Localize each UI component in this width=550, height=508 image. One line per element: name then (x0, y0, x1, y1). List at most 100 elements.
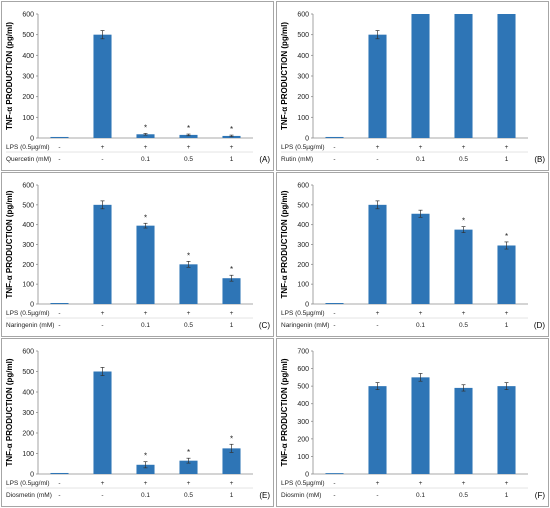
y-tick-label: 400 (297, 222, 309, 229)
lps-row-value: - (333, 310, 335, 317)
panel-label: (C) (259, 321, 270, 330)
bar (411, 14, 430, 138)
lps-row-value: + (187, 310, 191, 317)
lps-row-value: + (187, 480, 191, 487)
y-tick-label: 200 (22, 94, 34, 101)
lps-row-value: + (187, 144, 191, 151)
chart-svg: TNF-α PRODUCTION (pg/ml) 0 100 200 300 400 500… (280, 183, 545, 331)
lps-row-value: - (333, 480, 335, 487)
treatment-row-value: 0.1 (416, 156, 425, 163)
treatment-row-value: - (333, 322, 335, 329)
y-tick-label: 300 (22, 74, 34, 81)
treatment-row-value: 0.1 (416, 322, 425, 329)
treatment-row-value: 0.5 (184, 322, 193, 329)
treatment-row-value: 0.1 (141, 492, 150, 499)
lps-row-value: + (419, 310, 423, 317)
y-axis-title: TNF-α PRODUCTION (pg/ml) (5, 22, 14, 130)
lps-row-value: + (101, 144, 105, 151)
significance-star: * (230, 434, 233, 443)
lps-row-value: + (462, 480, 466, 487)
significance-star: * (230, 125, 233, 134)
lps-row-value: + (505, 144, 509, 151)
treatment-row-value: - (376, 492, 378, 499)
y-tick-label: 100 (297, 115, 309, 122)
bar (497, 386, 516, 474)
panel-e: TNF-α PRODUCTION (pg/ml) 0 100 200 300 400 500… (1, 338, 274, 507)
bar (325, 473, 344, 474)
y-tick-label: 0 (30, 472, 34, 479)
y-tick-label: 600 (297, 183, 309, 190)
lps-row-value: + (101, 310, 105, 317)
lps-row-value: + (505, 310, 509, 317)
y-tick-label: 100 (22, 282, 34, 289)
lps-row-value: + (462, 144, 466, 151)
lps-row-value: + (230, 480, 234, 487)
y-tick-label: 500 (297, 202, 309, 209)
treatment-row-value: - (58, 492, 60, 499)
treatment-row-label: Quercetin (mM) (6, 156, 51, 163)
bar (93, 204, 112, 304)
y-tick-label: 0 (305, 302, 309, 309)
lps-row-value: + (101, 480, 105, 487)
treatment-row-label: Rutin (mM) (281, 156, 313, 163)
lps-row-value: + (419, 144, 423, 151)
lps-row-value: + (230, 310, 234, 317)
y-tick-label: 400 (22, 390, 34, 397)
treatment-row-value: - (101, 156, 103, 163)
lps-row-value: + (144, 144, 148, 151)
y-tick-label: 200 (22, 262, 34, 269)
lps-row-label: LPS (0.5µg/ml) (6, 144, 49, 151)
treatment-row-value: - (376, 322, 378, 329)
chart-svg: TNF-α PRODUCTION (pg/ml) 0 100 200 300 400 500… (280, 349, 546, 501)
treatment-row-label: Diosmin (mM) (281, 492, 321, 499)
y-axis-title: TNF-α PRODUCTION (pg/ml) (5, 358, 14, 466)
lps-row-value: - (58, 480, 60, 487)
lps-row-value: + (230, 144, 234, 151)
lps-row-value: + (144, 480, 148, 487)
y-tick-label: 300 (297, 74, 309, 81)
lps-row-value: - (58, 144, 60, 151)
bar (497, 14, 516, 138)
lps-row-label: LPS (0.5µg/ml) (6, 480, 49, 487)
significance-star: * (187, 251, 190, 260)
chart-svg: TNF-α PRODUCTION (pg/ml) 0 100 200 300 400 500… (5, 183, 270, 331)
bar (497, 245, 516, 304)
treatment-row-value: - (58, 322, 60, 329)
treatment-row-value: - (101, 492, 103, 499)
y-tick-label: 200 (297, 94, 309, 101)
treatment-row-value: 0.1 (141, 322, 150, 329)
bar (179, 264, 198, 304)
treatment-row-value: 0.5 (184, 156, 193, 163)
significance-star: * (144, 123, 147, 132)
y-tick-label: 600 (297, 12, 309, 19)
panel-label: (E) (259, 491, 270, 500)
bar (325, 303, 344, 304)
treatment-row-value: 0.5 (459, 156, 468, 163)
bar (454, 229, 473, 304)
bar (368, 34, 387, 138)
y-tick-label: 100 (22, 115, 34, 122)
y-tick-label: 600 (297, 366, 309, 373)
y-tick-label: 200 (297, 262, 309, 269)
panel-f: TNF-α PRODUCTION (pg/ml) 0 100 200 300 400 500… (276, 338, 549, 507)
y-tick-label: 0 (30, 302, 34, 309)
panel-label: (F) (535, 491, 546, 500)
y-tick-label: 400 (297, 53, 309, 60)
bar (222, 448, 241, 474)
treatment-row-value: 1 (505, 156, 509, 163)
treatment-row-value: 1 (505, 492, 509, 499)
treatment-row-value: - (376, 156, 378, 163)
y-tick-label: 100 (297, 282, 309, 289)
y-tick-label: 400 (22, 222, 34, 229)
treatment-row-value: 0.5 (184, 492, 193, 499)
y-tick-label: 100 (22, 451, 34, 458)
treatment-row-value: 1 (230, 156, 234, 163)
y-tick-label: 600 (22, 12, 34, 19)
y-axis-title: TNF-α PRODUCTION (pg/ml) (280, 358, 289, 466)
treatment-row-value: - (58, 156, 60, 163)
lps-row-value: + (419, 480, 423, 487)
treatment-row-value: 1 (230, 492, 234, 499)
bar (136, 225, 155, 304)
panel-label: (D) (534, 321, 545, 330)
significance-star: * (505, 232, 508, 241)
